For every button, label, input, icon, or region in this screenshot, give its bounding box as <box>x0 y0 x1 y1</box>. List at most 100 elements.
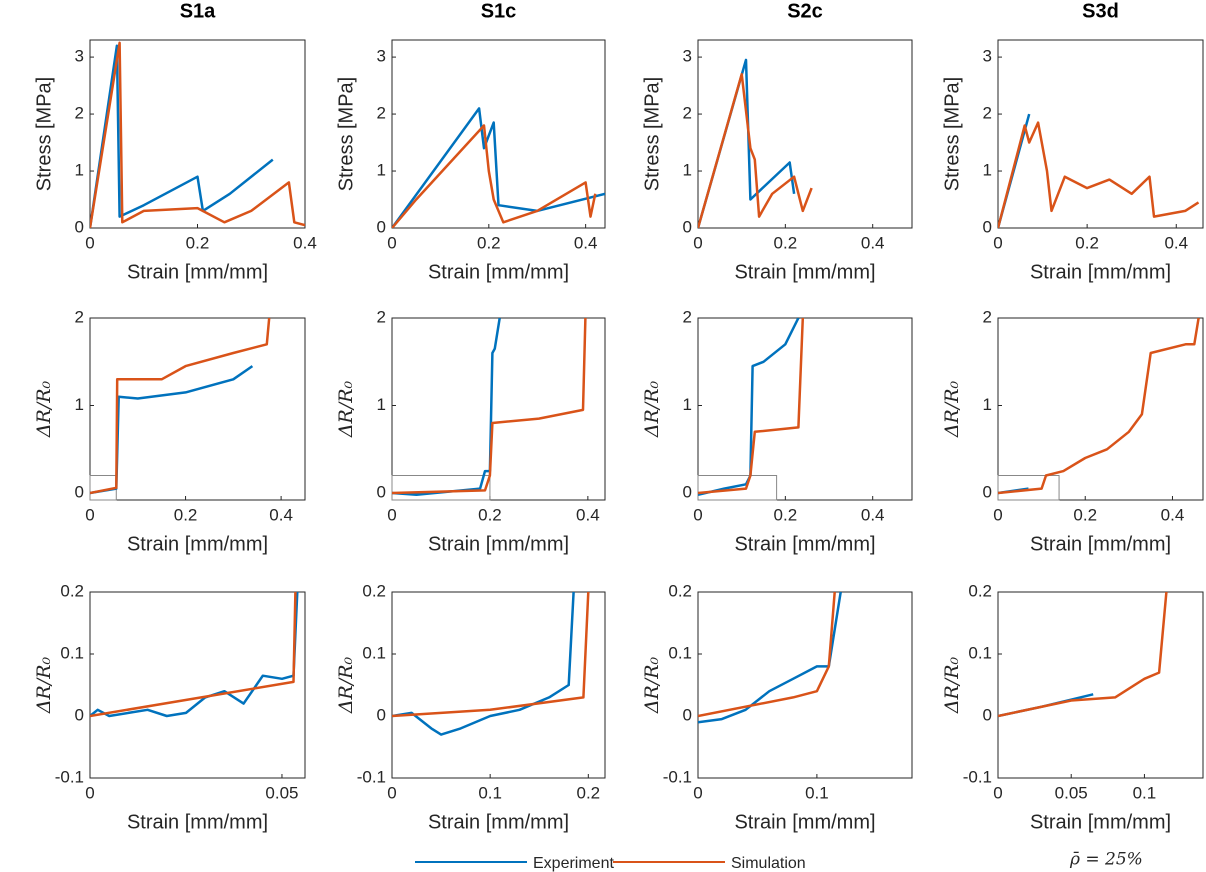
series-line <box>998 121 1200 228</box>
x-tick-label: 0.1 <box>805 783 829 802</box>
axes-box <box>997 317 1204 501</box>
x-tick-label: 0.4 <box>293 233 317 252</box>
series-line <box>90 592 299 718</box>
y-tick-label: 2 <box>75 307 84 326</box>
y-tick-label: 3 <box>683 47 692 66</box>
x-tick-label: 0 <box>85 505 94 524</box>
y-tick-label: 0 <box>75 705 84 724</box>
legend-label: Experiment <box>533 855 614 872</box>
y-tick-label: 1 <box>75 395 84 414</box>
x-axis-label: Strain [mm/mm] <box>1030 261 1171 283</box>
series-line <box>698 72 813 228</box>
series-line <box>698 592 836 718</box>
y-tick-label: 2 <box>683 104 692 123</box>
y-tick-label: 0 <box>377 217 386 236</box>
y-axis-label: ΔR/R₀ <box>33 380 55 438</box>
series-line <box>698 318 800 497</box>
y-axis-label: ΔR/R₀ <box>941 380 963 438</box>
chart-title: S1a <box>180 0 216 22</box>
zoom-box <box>997 475 1060 501</box>
x-tick-label: 0 <box>387 505 396 524</box>
y-tick-label: 3 <box>377 47 386 66</box>
x-tick-label: 0 <box>387 783 396 802</box>
y-tick-label: 0.2 <box>60 581 84 600</box>
y-tick-label: 1 <box>683 395 692 414</box>
y-tick-label: 0.1 <box>60 643 84 662</box>
y-tick-label: 0.2 <box>362 581 386 600</box>
y-axis-label: ΔR/R₀ <box>941 656 963 714</box>
x-axis-label: Strain [mm/mm] <box>428 261 569 283</box>
y-tick-label: 0.1 <box>968 643 992 662</box>
x-axis-label: Strain [mm/mm] <box>1030 533 1171 555</box>
series-line <box>392 318 587 495</box>
y-tick-label: 3 <box>983 47 992 66</box>
y-tick-label: 0 <box>75 482 84 501</box>
axes-box <box>391 317 606 501</box>
y-axis-label: Stress [MPa] <box>33 77 55 191</box>
x-tick-label: 0.2 <box>774 505 798 524</box>
y-tick-label: 0 <box>683 705 692 724</box>
zoom-box <box>697 475 778 501</box>
x-tick-label: 0.1 <box>1133 783 1157 802</box>
series-line <box>90 592 297 718</box>
x-tick-label: 0 <box>993 505 1002 524</box>
y-axis-label: Stress [MPa] <box>335 77 357 191</box>
axes-box <box>697 591 913 779</box>
x-axis-label: Strain [mm/mm] <box>127 811 268 833</box>
y-tick-label: -0.1 <box>963 767 992 786</box>
series-line <box>698 318 805 495</box>
axes-box <box>697 317 913 501</box>
chart-title: S2c <box>787 0 823 22</box>
x-tick-label: 0 <box>693 505 702 524</box>
y-tick-label: 0.2 <box>968 581 992 600</box>
chart-title: S3d <box>1082 0 1119 22</box>
x-tick-label: 0.4 <box>1161 505 1185 524</box>
x-tick-label: 0 <box>387 233 396 252</box>
y-tick-label: 1 <box>377 161 386 180</box>
series-line <box>392 318 501 497</box>
x-tick-label: 0.4 <box>861 233 885 252</box>
x-tick-label: 0 <box>993 783 1002 802</box>
axes-box <box>697 39 913 229</box>
y-tick-label: 1 <box>377 395 386 414</box>
chart-title: S1c <box>481 0 517 22</box>
x-tick-label: 0 <box>85 233 94 252</box>
y-axis-label: ΔR/R₀ <box>335 380 357 438</box>
x-axis-label: Strain [mm/mm] <box>127 533 268 555</box>
y-axis-label: ΔR/R₀ <box>33 656 55 714</box>
x-tick-label: 0.2 <box>186 233 210 252</box>
y-tick-label: 0 <box>983 482 992 501</box>
y-tick-label: -0.1 <box>663 767 692 786</box>
x-tick-label: 0.1 <box>478 783 502 802</box>
x-axis-label: Strain [mm/mm] <box>1030 811 1171 833</box>
y-tick-label: 1 <box>983 161 992 180</box>
x-tick-label: 0.2 <box>1073 505 1097 524</box>
axes-box <box>89 317 306 501</box>
x-axis-label: Strain [mm/mm] <box>734 533 875 555</box>
y-tick-label: -0.1 <box>357 767 386 786</box>
x-tick-label: 0.05 <box>265 783 298 802</box>
y-tick-label: 2 <box>377 104 386 123</box>
x-axis-label: Strain [mm/mm] <box>428 533 569 555</box>
series-line <box>90 318 271 495</box>
legend-label: Simulation <box>731 855 806 872</box>
x-tick-label: 0.4 <box>574 233 598 252</box>
y-tick-label: 0.1 <box>668 643 692 662</box>
y-tick-label: 0 <box>983 217 992 236</box>
axes-box <box>997 591 1204 779</box>
x-tick-label: 0.2 <box>576 783 600 802</box>
y-axis-label: ΔR/R₀ <box>335 656 357 714</box>
y-tick-label: 0.1 <box>362 643 386 662</box>
y-tick-label: 0 <box>683 217 692 236</box>
x-tick-label: 0 <box>85 783 94 802</box>
y-tick-label: 0 <box>683 482 692 501</box>
x-axis-label: Strain [mm/mm] <box>734 811 875 833</box>
x-tick-label: 0 <box>993 233 1002 252</box>
y-tick-label: 1 <box>983 395 992 414</box>
series-line <box>392 592 575 736</box>
y-tick-label: 2 <box>377 307 386 326</box>
x-axis-label: Strain [mm/mm] <box>734 261 875 283</box>
series-line <box>998 592 1168 718</box>
